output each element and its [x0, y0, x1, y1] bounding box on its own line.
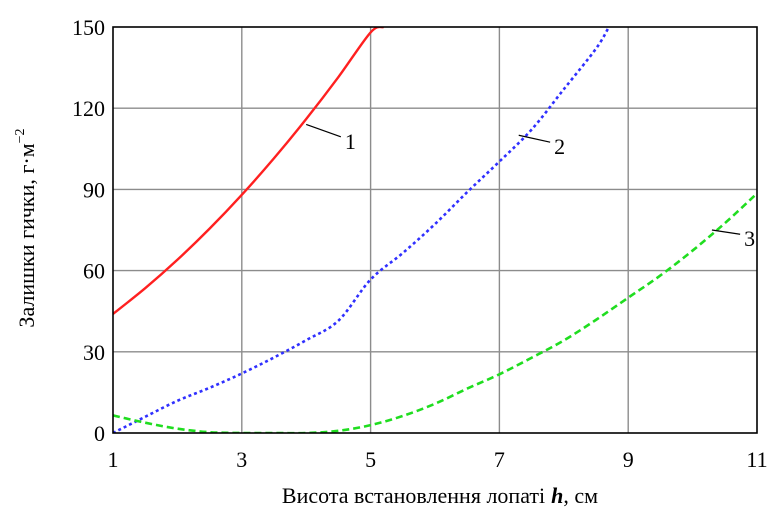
curve-label-2: 2: [554, 134, 565, 159]
x-tick-label: 1: [108, 447, 119, 472]
plot-frame: [112, 26, 758, 434]
series-line-3: [113, 192, 757, 433]
x-tick-label: 9: [623, 447, 634, 472]
y-tick-label: 60: [83, 259, 105, 284]
x-axis-title: Висота встановлення лопаті h, см: [282, 483, 598, 508]
annotation-leader-1: [305, 123, 342, 138]
annotation-leader-3: [711, 229, 741, 235]
tick-labels: 1 3 5 7 9 11 0 30 60 90 120 150: [72, 15, 768, 472]
data-series: [113, 27, 757, 433]
annotation-leader-2: [518, 134, 551, 143]
curve-label-1: 1: [345, 129, 356, 154]
x-tick-label: 5: [365, 447, 376, 472]
x-axis-title-text: Висота встановлення лопаті: [282, 483, 545, 508]
series-line-1: [113, 27, 384, 315]
x-tick-label: 3: [236, 447, 247, 472]
y-axis-title: Залишки гички, г·м−2: [13, 128, 39, 327]
curve-label-3: 3: [744, 226, 755, 251]
x-axis-unit: , см: [563, 483, 598, 508]
y-tick-label: 30: [83, 340, 105, 365]
x-tick-label: 11: [746, 447, 767, 472]
y-tick-label: 0: [94, 421, 105, 446]
curve-annotations: 1 2 3: [305, 123, 755, 251]
y-axis-title-text: Залишки гички, г·м: [14, 143, 39, 327]
series-line-2: [113, 27, 611, 433]
y-tick-label: 120: [72, 96, 105, 121]
y-tick-label: 90: [83, 177, 105, 202]
grid-lines: [113, 27, 757, 433]
x-axis-variable: h: [551, 483, 563, 508]
y-tick-label: 150: [72, 15, 105, 40]
x-tick-label: 7: [494, 447, 505, 472]
y-axis-exponent: −2: [13, 128, 28, 143]
